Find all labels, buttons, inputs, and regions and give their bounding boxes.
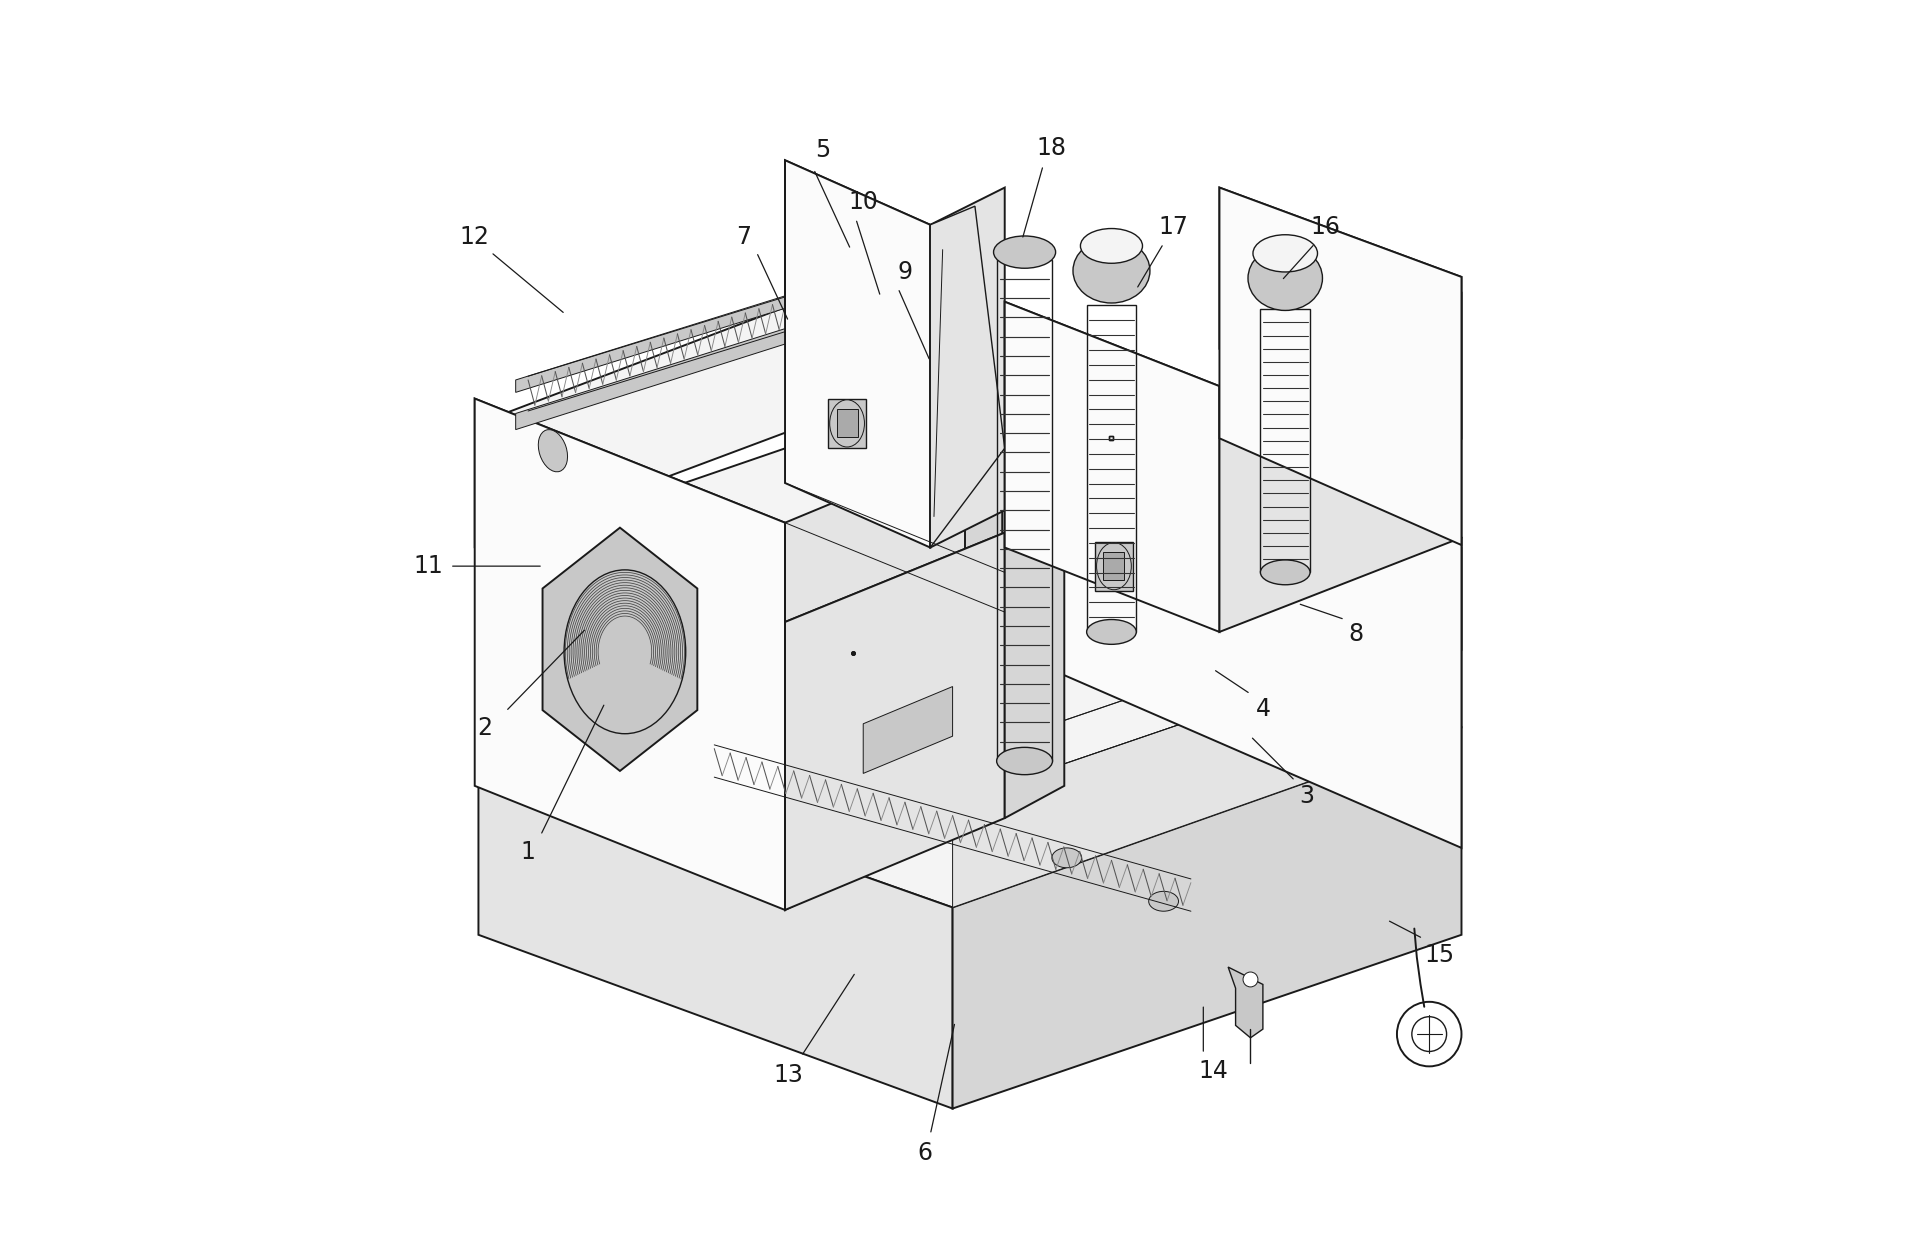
Polygon shape [515, 240, 965, 392]
Ellipse shape [996, 748, 1052, 775]
Polygon shape [836, 409, 857, 438]
Polygon shape [863, 687, 953, 774]
Polygon shape [479, 373, 1461, 907]
Ellipse shape [1096, 542, 1131, 590]
Ellipse shape [1260, 560, 1310, 585]
Polygon shape [786, 532, 1006, 678]
Text: 16: 16 [1310, 215, 1339, 239]
Circle shape [1243, 972, 1258, 986]
Polygon shape [1006, 500, 1063, 819]
Polygon shape [1104, 552, 1125, 580]
Ellipse shape [1249, 246, 1322, 311]
Text: 7: 7 [737, 225, 751, 249]
Text: 6: 6 [919, 1141, 932, 1166]
Text: 11: 11 [413, 554, 444, 578]
Polygon shape [1094, 541, 1133, 591]
Text: 9: 9 [897, 260, 913, 284]
Polygon shape [1006, 302, 1220, 632]
Polygon shape [515, 272, 965, 429]
Text: 14: 14 [1199, 1060, 1227, 1084]
Text: 3: 3 [1299, 784, 1314, 807]
Polygon shape [1006, 337, 1461, 649]
Polygon shape [930, 207, 1006, 547]
Text: 5: 5 [814, 138, 830, 162]
Polygon shape [542, 527, 697, 771]
Polygon shape [786, 450, 1002, 672]
Polygon shape [828, 399, 867, 448]
Polygon shape [537, 287, 971, 454]
Ellipse shape [1073, 239, 1150, 304]
Text: 13: 13 [774, 1064, 803, 1087]
Ellipse shape [1081, 229, 1143, 264]
Ellipse shape [1253, 235, 1318, 272]
Text: 18: 18 [1036, 136, 1067, 159]
Polygon shape [1220, 188, 1461, 438]
Text: 10: 10 [849, 190, 878, 214]
Polygon shape [479, 423, 786, 672]
Ellipse shape [1148, 892, 1179, 911]
Text: 17: 17 [1158, 215, 1189, 239]
Text: 12: 12 [459, 225, 490, 249]
Polygon shape [953, 628, 1461, 907]
Polygon shape [1227, 967, 1262, 1037]
Polygon shape [786, 448, 965, 909]
Text: 2: 2 [477, 715, 492, 739]
Ellipse shape [1052, 848, 1081, 868]
Polygon shape [953, 585, 1461, 802]
Polygon shape [1220, 294, 1461, 632]
Ellipse shape [994, 236, 1056, 269]
Polygon shape [953, 728, 1461, 1108]
Text: 4: 4 [1254, 697, 1270, 720]
Polygon shape [930, 188, 1006, 547]
Text: 15: 15 [1424, 943, 1453, 967]
Ellipse shape [538, 429, 567, 471]
Polygon shape [479, 225, 1002, 547]
Polygon shape [786, 160, 930, 547]
Polygon shape [786, 160, 930, 371]
Polygon shape [1006, 302, 1220, 510]
Text: 1: 1 [521, 840, 535, 863]
Polygon shape [479, 740, 953, 1108]
Text: 8: 8 [1349, 622, 1365, 647]
Polygon shape [475, 398, 786, 678]
Polygon shape [786, 532, 1006, 909]
Polygon shape [1220, 188, 1461, 545]
Ellipse shape [1087, 620, 1137, 644]
Ellipse shape [830, 399, 865, 447]
Polygon shape [475, 398, 786, 909]
Polygon shape [1006, 337, 1461, 848]
